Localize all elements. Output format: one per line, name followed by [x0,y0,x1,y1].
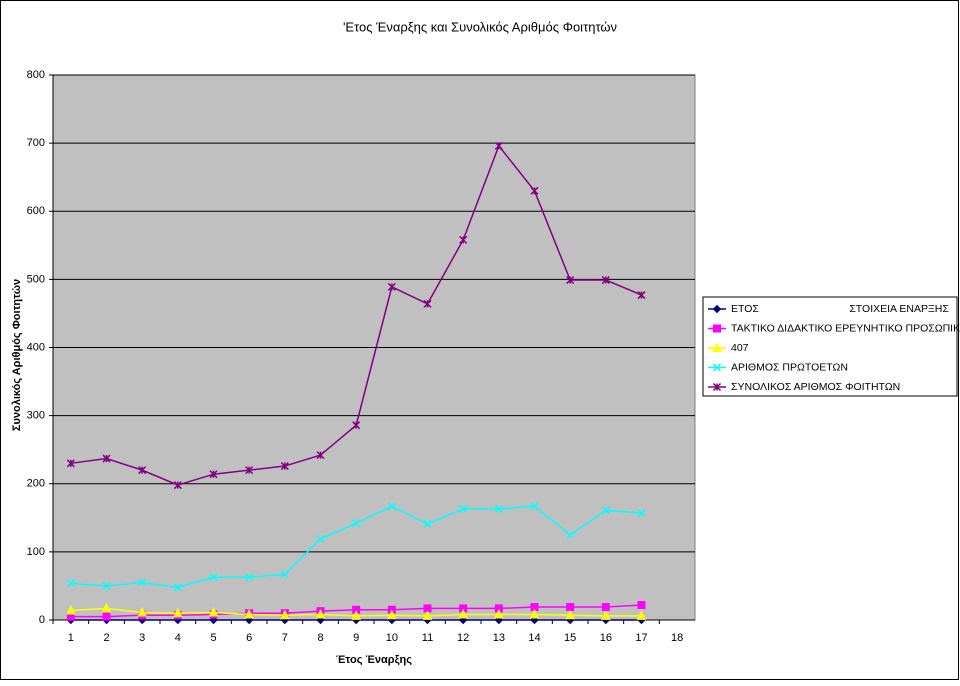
data-point [566,603,575,612]
x-tick-label: 16 [600,632,612,644]
y-axis-label: Συνολικός Αριθμός Φοιτητών [11,279,23,431]
x-tick-label: 17 [635,632,647,644]
y-tick-label: 100 [27,546,45,558]
data-point [636,610,647,620]
data-point [209,573,218,582]
legend-label: ΑΡΙΘΜΟΣ ΠΡΩΤΟΕΤΩΝ [731,361,848,373]
data-point [280,570,289,579]
data-point [601,603,610,612]
data-point [173,481,182,490]
y-tick-label: 800 [27,69,45,81]
x-tick-label: 2 [103,632,109,644]
x-tick-label: 18 [671,632,683,644]
data-point [102,612,111,621]
data-point [637,601,646,610]
legend-marker [712,304,722,314]
data-point [423,519,432,528]
data-point [245,573,254,582]
data-point [351,610,361,620]
data-point [601,276,610,285]
data-point [387,282,396,291]
data-point [387,609,397,620]
data-point [352,519,361,528]
chart-title: 'Ετος Έναρξης και Συνολικός Αριθμός Φοιτ… [343,19,617,34]
y-tick-label: 600 [27,205,45,217]
x-tick-label: 3 [139,632,145,644]
legend-marker [713,324,721,333]
legend-marker [712,363,722,372]
x-tick-label: 6 [246,632,252,644]
data-point [565,609,575,620]
y-tick-label: 200 [27,478,45,490]
x-tick-label: 1 [68,632,74,644]
y-tick-label: 400 [27,341,45,353]
data-point [316,534,325,543]
data-point [423,299,432,308]
data-point [102,454,111,463]
data-point [352,421,361,430]
x-tick-label: 14 [528,632,540,644]
legend [702,296,958,397]
x-tick-label: 9 [353,632,359,644]
x-tick-label: 13 [493,632,505,644]
data-point [387,502,396,511]
data-point [244,608,254,619]
legend-label: ΕΤΟΣ ΣΤΟΙΧΕΙΑ ΕΝΑΡΞΗΣ [731,303,949,315]
data-point [245,466,254,475]
data-point [316,451,325,460]
data-point [494,504,503,513]
data-point [494,608,504,619]
data-point [137,606,147,617]
legend-label: ΣΥΝΟΛΙΚΟΣ ΑΡΙΘΜΟΣ ΦΟΙΤΗΤΩΝ [731,381,900,393]
x-tick-label: 12 [457,632,469,644]
y-tick-label: 0 [39,614,45,626]
x-tick-label: 5 [210,632,216,644]
data-point [494,141,503,150]
legend-marker [712,382,722,392]
data-point [566,276,575,285]
data-point [422,610,433,620]
data-point [566,530,575,539]
data-point [529,608,540,619]
data-point [637,291,646,300]
legend-label: 407 [731,342,749,354]
x-tick-label: 8 [317,632,323,644]
x-tick-label: 4 [175,632,181,644]
legend-marker [712,342,722,352]
data-point [208,606,219,617]
data-point [101,602,112,613]
data-point [66,459,75,468]
data-point [458,608,468,619]
x-tick-label: 11 [422,632,433,644]
x-tick-label: 10 [386,632,398,644]
data-point [102,581,111,590]
data-point [530,186,539,195]
data-point [138,466,147,475]
data-point [601,506,610,515]
y-tick-label: 300 [27,410,45,422]
y-tick-label: 700 [27,137,45,149]
data-point [173,607,183,618]
data-point [459,235,468,244]
legend-label: ΤΑΚΤΙΚΟ ΔΙΔΑΚΤΙΚΟ ΕΡΕΥΝΗΤΙΚΟ ΠΡΟΣΩΠΙΚΟ [731,322,960,334]
data-point [173,583,182,592]
data-point [66,579,75,588]
data-point [66,604,76,615]
x-tick-label: 15 [564,632,576,644]
y-tick-label: 500 [27,273,45,285]
data-point [601,610,611,620]
data-point [209,470,218,479]
x-axis-label: Έτος Έναρξης [336,654,412,666]
data-point [280,462,289,471]
data-point [530,502,539,511]
data-point [315,608,326,619]
data-point [280,609,290,620]
x-tick-label: 7 [282,632,288,644]
data-point [459,504,468,513]
data-point [637,509,646,518]
data-point [138,578,147,587]
